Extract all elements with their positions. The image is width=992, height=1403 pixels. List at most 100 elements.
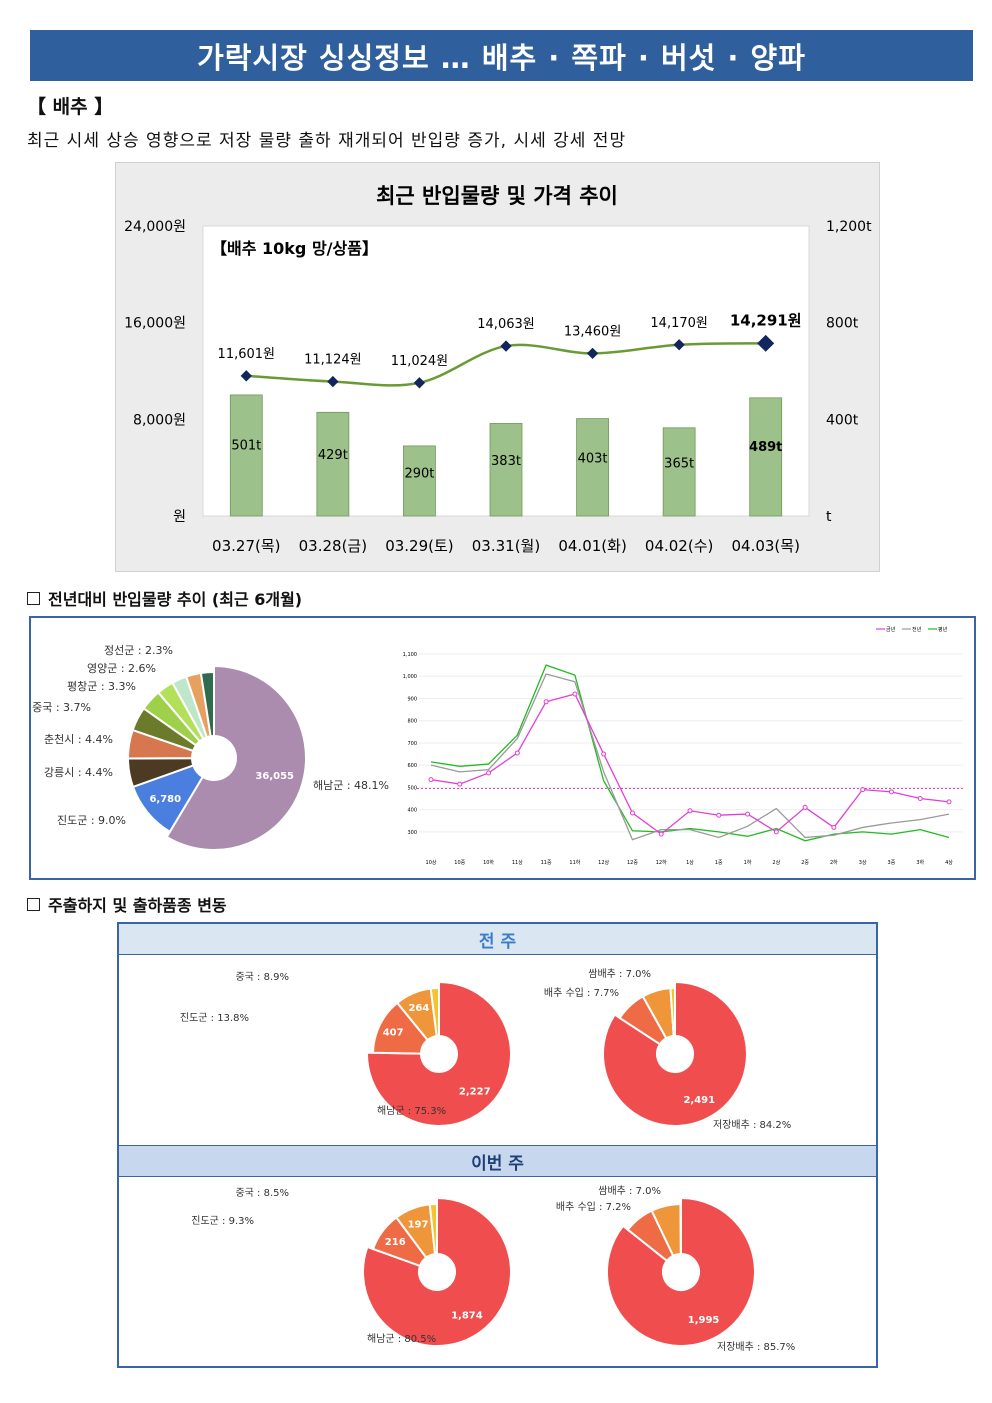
slice-label: 해남군 : 48.1%: [313, 778, 389, 792]
price-volume-svg: 최근 반입물량 및 가격 추이 【배추 10kg 망/상품】 24,000원 16…: [124, 184, 872, 555]
pie-slice: [428, 1202, 438, 1256]
series-point: [802, 804, 808, 810]
series-point: [716, 812, 722, 818]
pie-slice: [602, 980, 748, 1127]
series-point: [601, 751, 607, 757]
shipment-panel: 전 주 이번 주 2,227 407 264 해남군 : 75.3% 진도군 : 13.…: [117, 922, 878, 1368]
x-tick-label: 2상: [772, 859, 780, 866]
slice-label: 평창군 : 3.3%: [67, 680, 136, 693]
volume-label: 403t: [578, 451, 608, 466]
series-point: [428, 777, 434, 783]
series-point: [658, 831, 664, 837]
pie-slice: [429, 986, 440, 1038]
series-point: [773, 829, 779, 835]
slice-label: 해남군 : 75.3%: [377, 1104, 446, 1117]
volume-label: 489t: [749, 440, 782, 455]
checkbox-icon: [27, 897, 40, 911]
slice-value: 197: [408, 1220, 429, 1231]
section-title: 【 배추 】: [27, 96, 114, 118]
volume-label: 365t: [664, 456, 694, 471]
price-point: [500, 340, 512, 352]
x-tick-label: 03.27(목): [212, 537, 280, 555]
page-banner: 가락시장 싱싱정보 … 배추 · 쪽파 · 버섯 · 양파: [30, 30, 973, 81]
x-tick-label: 2하: [830, 859, 838, 866]
slice-label: 저장배추 : 85.7%: [717, 1341, 795, 1353]
slice-label: 중국 : 8.5%: [235, 1187, 289, 1199]
slice-label: 강릉시 : 4.4%: [44, 766, 113, 779]
y-tick-label: 1,000: [403, 674, 417, 680]
x-tick-label: 1상: [686, 859, 694, 866]
x-tick-label: 11중: [541, 860, 552, 866]
shipment-title: 주출하지 및 출하품종 변동: [48, 896, 227, 915]
price-label: 13,460원: [564, 324, 621, 339]
volume-label: 383t: [491, 454, 521, 469]
slice-label: 쌈배추 : 7.0%: [588, 968, 651, 980]
series-point: [917, 796, 923, 802]
legend-label: 전년: [912, 626, 922, 633]
checkbox-icon: [27, 591, 40, 605]
right-tick-label: t: [826, 509, 832, 525]
x-tick-label: 03.28(금): [299, 537, 367, 555]
chart-subtitle: 【배추 10kg 망/상품】: [211, 239, 378, 258]
series-point: [860, 787, 866, 793]
series-point: [457, 781, 463, 787]
yoy-heading: 전년대비 반입물량 추이 (최근 6개월): [27, 586, 302, 610]
price-label: 11,124원: [304, 353, 361, 368]
slice-label: 춘천시 : 4.4%: [44, 732, 113, 746]
right-tick-label: 800t: [826, 316, 859, 332]
slice-value: 1,874: [451, 1311, 483, 1322]
y-tick-label: 900: [407, 696, 417, 702]
x-tick-label: 03.31(월): [472, 537, 540, 555]
series-line: [430, 673, 950, 841]
slice-label: 해남군 : 80.5%: [367, 1332, 436, 1345]
pie-slice: [199, 670, 215, 738]
price-point: [757, 334, 775, 352]
slice-label: 진도군 : 9.0%: [57, 814, 126, 827]
x-tick-label: 12중: [627, 860, 638, 866]
volume-bar: [576, 418, 609, 517]
slice-label: 배추 수입 : 7.2%: [556, 1200, 631, 1213]
slice-value: 407: [383, 1028, 404, 1039]
pie-slice: [669, 986, 676, 1038]
slice-label: 진도군 : 13.8%: [180, 1012, 249, 1024]
x-tick-label: 1하: [744, 859, 752, 866]
section-summary: 최근 시세 상승 영향으로 저장 물량 출하 재개되어 반입량 증가, 시세 강…: [27, 131, 627, 151]
x-tick-label: 03.29(토): [385, 537, 453, 555]
slice-value: 6,780: [149, 794, 181, 805]
slice-value: 36,055: [255, 771, 294, 782]
price-label: 14,063원: [477, 317, 534, 332]
volume-bar: [316, 411, 350, 517]
right-tick-label: 1,200t: [826, 219, 872, 235]
series-point: [572, 691, 578, 697]
x-tick-label: 10하: [483, 859, 494, 866]
pie-slice: [165, 664, 307, 851]
x-tick-label: 1중: [715, 860, 723, 866]
x-tick-label: 10중: [454, 860, 465, 866]
slice-label: 저장배추 : 84.2%: [713, 1119, 791, 1131]
price-point: [327, 375, 339, 388]
volume-bar: [749, 397, 783, 517]
slice-value: 264: [408, 1003, 429, 1014]
series-point: [745, 811, 751, 817]
volume-label: 290t: [404, 466, 434, 481]
slice-label: 진도군 : 9.3%: [191, 1215, 254, 1227]
price-label: 14,291원: [730, 311, 802, 329]
series-point: [514, 750, 520, 756]
x-tick-label: 04.03(목): [731, 537, 799, 555]
x-tick-label: 3하: [916, 859, 924, 866]
series-point: [888, 789, 894, 795]
y-tick-label: 500: [407, 785, 417, 791]
x-tick-label: 11하: [569, 859, 580, 866]
pie-slice: [606, 1196, 756, 1347]
price-point: [673, 339, 685, 351]
legend-label: 평년: [938, 626, 948, 633]
x-tick-label: 3상: [859, 859, 867, 866]
x-tick-label: 11상: [512, 859, 523, 866]
series-point: [946, 799, 952, 805]
left-tick-label: 16,000원: [124, 316, 186, 332]
slice-label: 정선군 : 2.3%: [104, 644, 173, 657]
series-point: [543, 699, 549, 705]
slice-value: 1,995: [688, 1315, 720, 1326]
slice-label: 중국 : 8.9%: [235, 971, 289, 983]
price-label: 14,170원: [650, 316, 707, 331]
